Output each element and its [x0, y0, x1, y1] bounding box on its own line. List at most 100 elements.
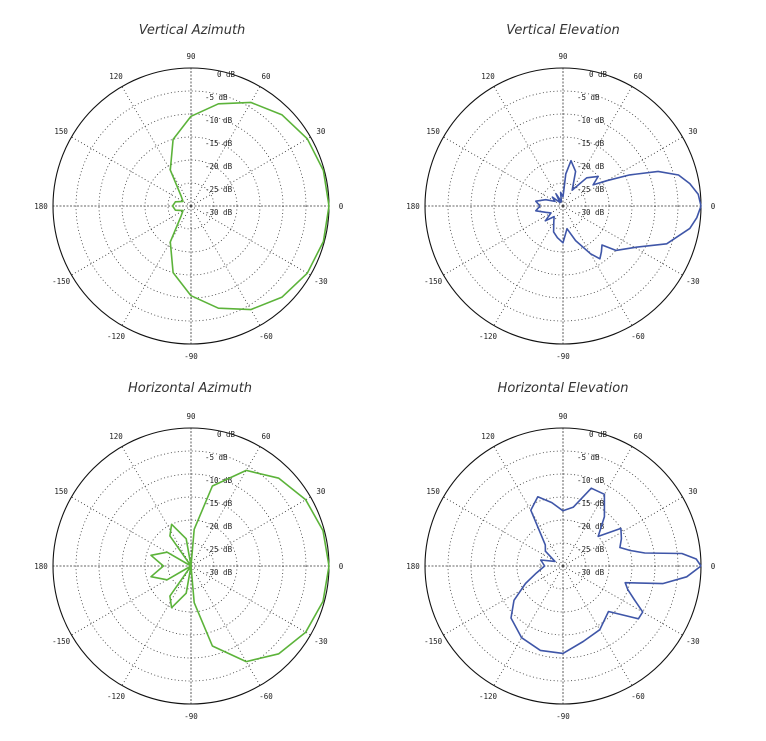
- grid-ring: [493, 496, 633, 636]
- grid-ring: [75, 90, 307, 322]
- angle-tick-label: -60: [259, 332, 273, 341]
- angle-tick-label: -150: [52, 637, 71, 646]
- radial-db-label: -15 dB: [205, 139, 233, 148]
- angle-tick-label: 180: [34, 202, 48, 211]
- pattern-series-line: [510, 487, 702, 655]
- angle-tick-label: -120: [107, 332, 126, 341]
- angle-tick-label: 30: [688, 127, 698, 136]
- radial-db-label: 0 dB: [589, 70, 608, 79]
- angle-tick-label: 150: [54, 127, 68, 136]
- radial-db-label: -10 dB: [205, 476, 233, 485]
- angle-tick-label: 0: [711, 562, 716, 571]
- pattern-series-line: [169, 101, 330, 311]
- radial-db-label: 0 dB: [589, 430, 608, 439]
- radial-db-label: -10 dB: [577, 476, 605, 485]
- radial-db-label: -5 dB: [577, 453, 600, 462]
- angle-tick-label: 30: [688, 487, 698, 496]
- angle-tick-label: 60: [633, 432, 643, 441]
- radial-db-label: 0 dB: [217, 70, 236, 79]
- grid-ring: [447, 90, 679, 322]
- angle-tick-label: 150: [426, 487, 440, 496]
- angle-tick-label: -120: [479, 332, 498, 341]
- radial-db-label: 0 dB: [217, 430, 236, 439]
- radial-db-label: -25 dB: [577, 185, 605, 194]
- pattern-series-line: [535, 159, 702, 260]
- polar-panel-vertical-azimuth: Vertical Azimuth 90 60 30 0 -30 -60 -90 -120 -15…: [0, 0, 383, 370]
- radial-db-label: -30 dB: [577, 208, 605, 217]
- grid-spoke: [443, 205, 564, 276]
- grid-ring: [121, 136, 261, 276]
- angle-tick-label: -30: [686, 637, 700, 646]
- angle-tick-label: -120: [479, 692, 498, 701]
- radial-db-label: -10 dB: [577, 116, 605, 125]
- grid-spoke: [493, 86, 564, 207]
- angle-tick-label: 0: [711, 202, 716, 211]
- grid-spoke: [121, 446, 192, 567]
- angle-tick-label: 180: [406, 562, 420, 571]
- angle-tick-label: 60: [261, 432, 271, 441]
- radial-db-label: -20 dB: [205, 162, 233, 171]
- angle-tick-label: 0: [339, 562, 344, 571]
- radial-db-label: -25 dB: [205, 545, 233, 554]
- angle-tick-label: -150: [424, 637, 443, 646]
- angle-tick-label: 60: [633, 72, 643, 81]
- angle-tick-label: 90: [186, 52, 196, 61]
- angle-tick-label: 30: [316, 487, 326, 496]
- angle-tick-label: -120: [107, 692, 126, 701]
- pattern-series-line: [150, 469, 330, 663]
- grid-spoke: [190, 565, 261, 686]
- angle-tick-label: -60: [259, 692, 273, 701]
- angle-tick-label: -60: [631, 332, 645, 341]
- grid-ring: [75, 450, 307, 682]
- grid-spoke: [190, 205, 261, 326]
- chart-title: Horizontal Elevation: [497, 381, 629, 396]
- angle-tick-label: 90: [558, 412, 568, 421]
- radial-db-label: -30 dB: [205, 208, 233, 217]
- radial-db-label: -20 dB: [577, 162, 605, 171]
- radial-db-label: -15 dB: [577, 499, 605, 508]
- radial-db-label: -5 dB: [205, 93, 228, 102]
- angle-tick-label: 120: [481, 72, 495, 81]
- angle-tick-label: -90: [556, 352, 570, 361]
- radial-db-label: -15 dB: [577, 139, 605, 148]
- angle-tick-label: -90: [556, 712, 570, 721]
- grid-spoke: [562, 205, 633, 326]
- polar-chart-svg: 90 60 30 0 -30 -60 -90 -120 -150 180 150 120 0 dB -5 …: [34, 412, 344, 721]
- radial-db-label: -5 dB: [577, 93, 600, 102]
- radial-db-label: -20 dB: [577, 522, 605, 531]
- angle-tick-label: 150: [426, 127, 440, 136]
- chart-title: Vertical Azimuth: [138, 23, 246, 38]
- radial-db-label: -25 dB: [205, 185, 233, 194]
- angle-tick-label: 150: [54, 487, 68, 496]
- polar-panel-vertical-elevation: Vertical Elevation 90 60 30 0 -30 -60 -90 -120 -…: [383, 0, 766, 370]
- radial-db-label: -25 dB: [577, 545, 605, 554]
- radial-db-label: -15 dB: [205, 499, 233, 508]
- radial-db-label: -30 dB: [205, 568, 233, 577]
- angle-tick-label: 60: [261, 72, 271, 81]
- angle-tick-label: -150: [424, 277, 443, 286]
- angle-tick-label: 120: [481, 432, 495, 441]
- polar-chart-svg: 90 60 30 0 -30 -60 -90 -120 -150 180 150 120 0 dB -5 …: [34, 52, 344, 361]
- angle-tick-label: -150: [52, 277, 71, 286]
- angle-tick-label: 180: [34, 562, 48, 571]
- radial-db-label: -20 dB: [205, 522, 233, 531]
- polar-panel-horizontal-elevation: Horizontal Elevation 90 60 30 0 -30 -60 -90 -12…: [383, 370, 766, 741]
- angle-tick-label: -90: [184, 352, 198, 361]
- angle-tick-label: -90: [184, 712, 198, 721]
- angle-tick-label: 120: [109, 432, 123, 441]
- radial-db-label: -30 dB: [577, 568, 605, 577]
- polar-chart-svg: 90 60 30 0 -30 -60 -90 -120 -150 180 150 120 0 dB -5 …: [406, 412, 716, 721]
- grid-ring: [493, 136, 633, 276]
- angle-tick-label: 90: [558, 52, 568, 61]
- angle-tick-label: -60: [631, 692, 645, 701]
- angle-tick-label: 90: [186, 412, 196, 421]
- angle-tick-label: -30: [314, 277, 328, 286]
- chart-title: Vertical Elevation: [506, 23, 620, 38]
- angle-tick-label: 120: [109, 72, 123, 81]
- polar-chart-svg: 90 60 30 0 -30 -60 -90 -120 -150 180 150 120 0 dB -5 …: [406, 52, 716, 361]
- chart-title: Horizontal Azimuth: [127, 381, 253, 396]
- radial-db-label: -10 dB: [205, 116, 233, 125]
- angle-tick-label: 0: [339, 202, 344, 211]
- grid-ring: [447, 450, 679, 682]
- grid-ring: [121, 496, 261, 636]
